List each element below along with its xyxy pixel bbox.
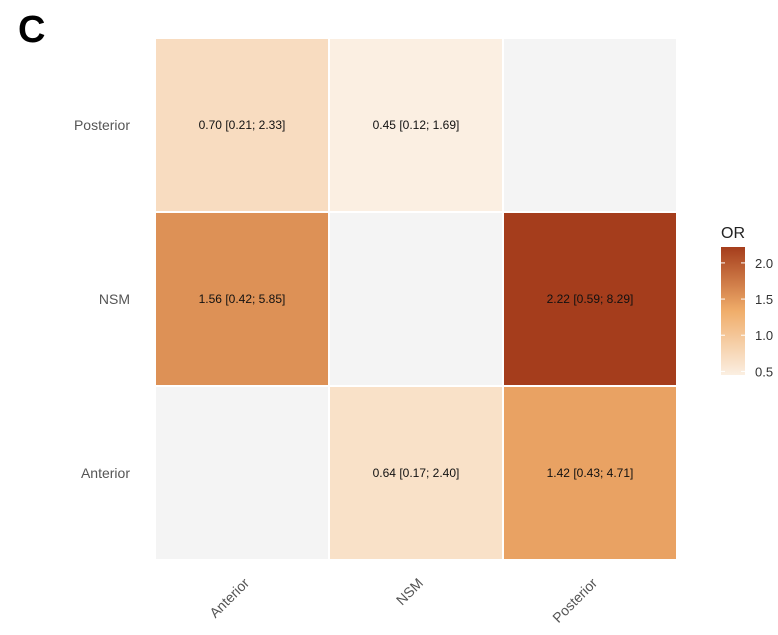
x-tick-label-anterior: Anterior [206, 575, 252, 621]
y-axis-tick-labels: Anterior NSM Posterior [74, 117, 130, 481]
heatmap-cell-posterior-vs-anterior [504, 387, 676, 559]
cell-label-nsm-vs-anterior: 0.64 [0.17; 2.40] [373, 466, 460, 480]
heatmap-cell-nsm-vs-anterior [330, 387, 502, 559]
cell-label-anterior-vs-posterior: 0.70 [0.21; 2.33] [199, 118, 286, 132]
heatmap-cell-posterior-vs-nsm [504, 213, 676, 385]
heatmap-cell-anterior-vs-anterior [156, 387, 328, 559]
panel-label: C [18, 9, 45, 51]
heatmap-cell-nsm-vs-nsm [330, 213, 502, 385]
heatmap-cell-anterior-vs-posterior [156, 39, 328, 211]
y-tick-label-anterior: Anterior [81, 465, 130, 481]
heatmap-cell-labels: 0.70 [0.21; 2.33] 0.45 [0.12; 1.69] 1.56 [… [199, 118, 634, 480]
legend-title: OR [721, 225, 745, 242]
cell-label-posterior-vs-anterior: 1.42 [0.43; 4.71] [547, 466, 634, 480]
legend-tick-label: 0.5 [755, 364, 773, 379]
heatmap-cell-posterior-vs-posterior [504, 39, 676, 211]
x-axis-tick-labels: Anterior NSM Posterior [206, 575, 600, 626]
legend-tick-label: 1.5 [755, 292, 773, 307]
y-tick-label-posterior: Posterior [74, 117, 130, 133]
heatmap-cells [156, 39, 676, 559]
y-tick-label-nsm: NSM [99, 291, 130, 307]
cell-label-posterior-vs-nsm: 2.22 [0.59; 8.29] [547, 292, 634, 306]
x-tick-label-posterior: Posterior [549, 575, 600, 626]
cell-label-nsm-vs-posterior: 0.45 [0.12; 1.69] [373, 118, 460, 132]
x-tick-label-nsm: NSM [393, 575, 426, 608]
color-legend: OR 2.0 1.5 1.0 0.5 [721, 225, 773, 379]
heatmap-cell-nsm-vs-posterior [330, 39, 502, 211]
legend-colorbar [721, 247, 745, 375]
cell-label-anterior-vs-nsm: 1.56 [0.42; 5.85] [199, 292, 286, 306]
heatmap-cell-anterior-vs-nsm [156, 213, 328, 385]
legend-tick-label: 2.0 [755, 256, 773, 271]
legend-tick-label: 1.0 [755, 328, 773, 343]
